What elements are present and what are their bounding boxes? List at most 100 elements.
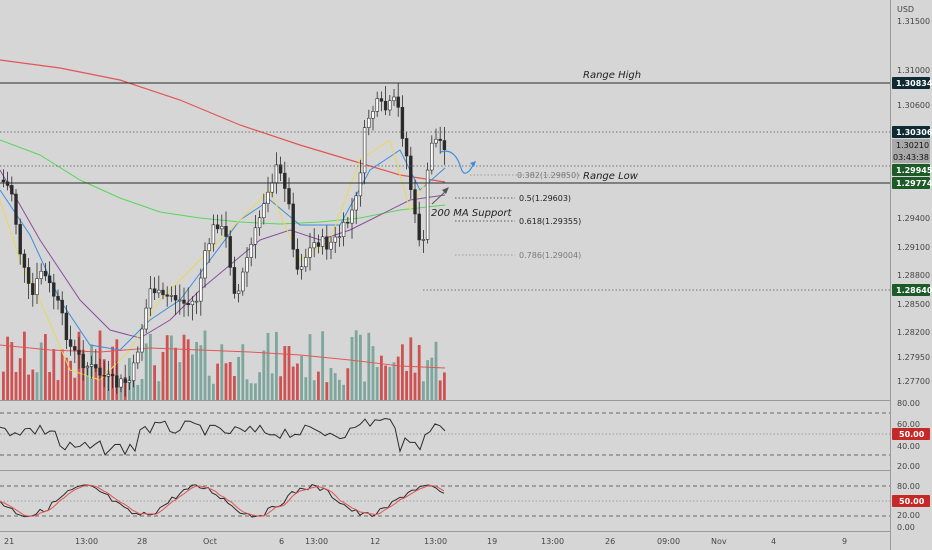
volume-bar: [216, 363, 219, 400]
candle-body: [316, 242, 321, 247]
candle-body: [1, 179, 6, 183]
candle-body: [262, 203, 266, 219]
candle-body: [190, 300, 195, 306]
volume-bar: [35, 372, 39, 400]
price-tick: 1.31500: [897, 17, 930, 26]
ma-support-annotation[interactable]: 200 MA Support: [431, 208, 513, 219]
candle-body: [329, 241, 333, 250]
volume-bar: [144, 343, 148, 400]
price-tick: 1.28800: [897, 271, 930, 280]
volume-bar: [191, 354, 194, 400]
volume-bar: [157, 381, 161, 400]
volume-bar: [174, 347, 177, 400]
time-tick: 4: [771, 537, 776, 546]
time-tick: 21: [4, 537, 14, 546]
volume-bar: [401, 344, 404, 400]
projection-arrow[interactable]: [440, 150, 475, 174]
candle-body: [358, 172, 363, 197]
volume-bar: [413, 372, 417, 400]
range-high-badge: [892, 77, 930, 89]
candle-body: [241, 271, 245, 292]
stoch-value-text: 50.00: [899, 497, 925, 506]
volume-bar: [371, 346, 375, 400]
volume-bar: [342, 384, 345, 400]
candle-body: [371, 111, 375, 119]
candle-body: [165, 294, 169, 297]
volume-bar: [27, 374, 30, 400]
volume-bar: [262, 350, 266, 400]
swing-low-badge: [892, 284, 930, 296]
volume-bar: [10, 342, 14, 400]
volume-bar: [396, 356, 400, 400]
candle-body: [127, 380, 132, 383]
time-tick: 9: [842, 537, 847, 546]
rsi-pane[interactable]: [0, 401, 890, 469]
volume-bar: [165, 335, 169, 400]
swing-low-badge-text: 1.28640: [896, 286, 932, 295]
range-high-annotation[interactable]: Range High: [583, 70, 641, 81]
time-tick: 13:00: [305, 537, 328, 546]
volume-bar: [304, 377, 308, 400]
candle-body: [392, 96, 396, 102]
rsi-tick: 80.00: [897, 399, 920, 408]
volume-bar: [338, 379, 341, 400]
volume-bar: [283, 346, 287, 400]
countdown-text: 03:43:38: [893, 153, 929, 162]
volume-bar: [254, 383, 257, 400]
volume-bar: [266, 332, 270, 400]
candle-body: [388, 100, 392, 111]
volume-bar: [388, 366, 392, 400]
candle-body: [270, 182, 274, 193]
countdown-badge: [892, 151, 930, 163]
level-b-badge-text: 1.29774: [896, 179, 932, 188]
candle-body: [144, 307, 148, 330]
volume-bar: [14, 372, 18, 400]
candle-body: [43, 270, 48, 277]
candle-body: [274, 164, 279, 183]
stoch-value-badge: [892, 495, 930, 507]
volume-bar: [270, 373, 274, 400]
price-pane[interactable]: [0, 0, 890, 400]
candle-body: [333, 236, 337, 243]
fib-0382-label: 0.382(1.29850): [517, 171, 579, 180]
candle-body: [207, 243, 211, 252]
candle-body: [224, 226, 228, 237]
rsi-value-badge: [892, 428, 930, 440]
candle-body: [287, 188, 291, 205]
time-tick: 09:00: [657, 537, 680, 546]
candle-body: [119, 378, 123, 388]
candle-body: [283, 172, 287, 189]
candle-body: [325, 236, 329, 250]
volume-bar: [94, 365, 98, 400]
volume-bar: [237, 356, 240, 400]
candle-body: [236, 290, 241, 294]
price-tick: 1.28500: [897, 300, 930, 309]
candle-body: [5, 181, 10, 186]
candle-body: [375, 98, 379, 112]
candle-body: [434, 138, 438, 144]
volume-bar: [375, 367, 379, 400]
volume-bar: [430, 357, 434, 400]
candle-body: [10, 185, 14, 195]
candle-body: [18, 224, 22, 255]
candle-body: [106, 374, 111, 377]
candle-body: [102, 374, 106, 377]
ma-200-line: [0, 59, 446, 183]
candle-body: [308, 247, 312, 258]
ma-yellow-line: [0, 139, 431, 381]
ma-green-line: [0, 139, 446, 225]
candle-body: [425, 169, 430, 240]
candle-body: [115, 375, 119, 388]
candle-body: [400, 106, 405, 139]
candle-body: [232, 267, 237, 294]
time-tick: 28: [137, 537, 147, 546]
level-b-badge: [892, 177, 930, 189]
volume-bar: [149, 333, 152, 400]
volume-bar: [39, 342, 43, 400]
volume-bar: [258, 372, 261, 400]
candle-body: [211, 224, 216, 245]
volume-bar: [329, 368, 333, 400]
range-low-annotation[interactable]: Range Low: [583, 171, 639, 182]
